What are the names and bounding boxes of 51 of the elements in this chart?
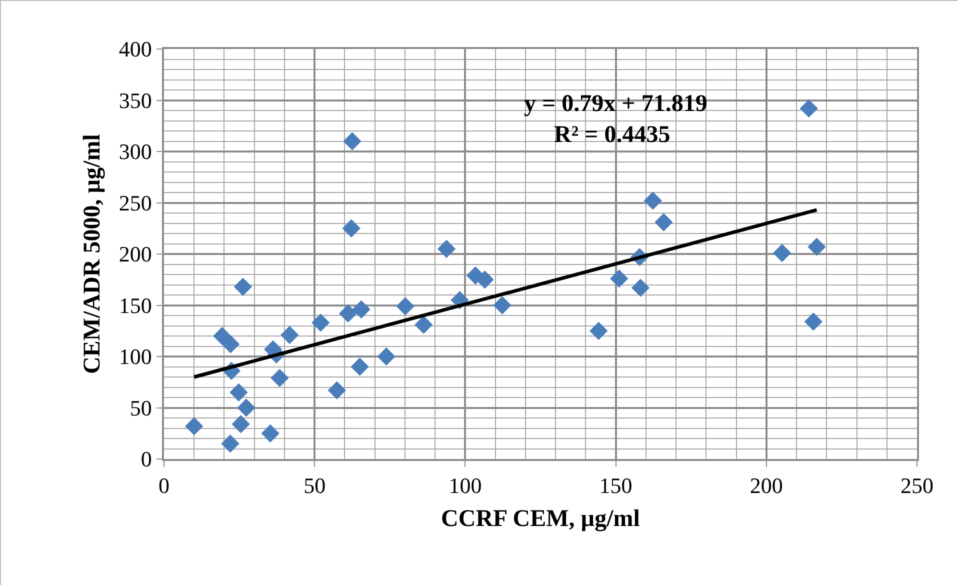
point	[437, 240, 456, 258]
x-tick-label: 100	[448, 473, 482, 498]
point	[610, 270, 628, 288]
point	[213, 326, 232, 346]
annotation: R² = 0.4435	[554, 122, 670, 148]
x-axis-title: CCRF CEM, µg/ml	[441, 506, 640, 532]
x-tick-label: 200	[750, 473, 783, 498]
x-tick-label: 50	[304, 473, 326, 498]
point	[396, 297, 414, 316]
point	[270, 368, 289, 388]
point	[280, 326, 299, 344]
point	[377, 347, 396, 366]
point	[312, 314, 330, 332]
y-axis-title: CEM/ADR 5000, µg/ml	[79, 134, 106, 374]
x-tick-label: 250	[900, 473, 934, 498]
y-tick-label: 400	[118, 36, 152, 62]
point	[185, 417, 204, 436]
point	[654, 213, 673, 232]
point	[772, 244, 792, 262]
point	[221, 434, 240, 453]
point	[493, 296, 512, 314]
y-tick-label: 350	[118, 88, 152, 113]
point	[338, 304, 358, 323]
point	[234, 278, 252, 296]
point	[342, 219, 360, 238]
x-tick-label: 0	[158, 473, 170, 498]
point	[328, 381, 346, 400]
y-tick-label: 150	[118, 292, 152, 318]
point	[808, 238, 826, 256]
point	[800, 99, 818, 118]
y-tick-label: 300	[118, 139, 152, 164]
point	[232, 415, 250, 434]
point	[230, 383, 248, 402]
point	[352, 300, 370, 318]
point	[350, 358, 369, 376]
x-tick-label: 150	[599, 473, 632, 498]
y-tick-label: 200	[118, 242, 152, 267]
point	[644, 192, 662, 210]
y-tick-label: 250	[118, 190, 152, 216]
point	[414, 316, 433, 334]
point	[590, 322, 608, 340]
annotation: y = 0.79x + 71.819	[524, 91, 708, 117]
y-tick-label: 0	[140, 446, 152, 472]
y-tick-label: 50	[130, 395, 152, 420]
point	[237, 398, 256, 417]
point	[221, 335, 240, 354]
point	[804, 312, 822, 331]
point	[631, 278, 650, 297]
y-tick-label: 100	[118, 344, 152, 370]
point	[261, 424, 280, 442]
point	[343, 132, 362, 150]
